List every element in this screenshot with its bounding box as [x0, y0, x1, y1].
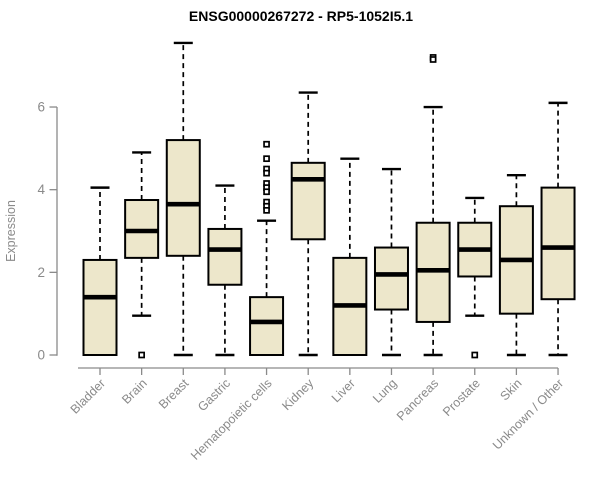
box-bladder	[82, 186, 118, 357]
y-axis: 0 2 4 6 Expression	[4, 100, 58, 363]
box-breast	[165, 41, 201, 357]
x-label-hematopoietic-cells: Hematopoietic cells	[188, 376, 275, 463]
iqr-box	[540, 186, 576, 301]
x-label-kidney: Kidney	[279, 376, 316, 413]
box-skin	[498, 174, 534, 357]
x-label-pancreas: Pancreas	[394, 376, 441, 423]
x-label-skin: Skin	[497, 376, 524, 403]
x-label-prostate: Prostate	[440, 376, 483, 419]
box-brain	[124, 151, 160, 359]
box-prostate	[457, 196, 493, 359]
x-label-breast: Breast	[156, 376, 192, 412]
box-liver	[332, 157, 368, 357]
x-label-bladder: Bladder	[68, 376, 108, 416]
box-gastric	[207, 184, 243, 357]
box-unknown-other	[540, 101, 576, 357]
outlier-point	[263, 155, 270, 163]
outlier-point	[138, 351, 145, 359]
outlier-point	[263, 140, 270, 148]
box-hematopoietic-cells	[249, 140, 285, 356]
box-pancreas	[415, 54, 451, 357]
iqr-box	[290, 161, 326, 241]
outlier-point	[263, 188, 270, 196]
x-label-brain: Brain	[119, 376, 150, 407]
x-label-gastric: Gastric	[195, 376, 233, 414]
iqr-box	[165, 139, 201, 257]
y-tick-label: 2	[37, 265, 45, 280]
iqr-box	[373, 246, 409, 311]
x-label-unknown-other: Unknown / Other	[490, 376, 566, 452]
chart-title: ENSG00000267272 - RP5-1052I5.1	[189, 8, 413, 24]
y-tick-label: 6	[37, 100, 45, 115]
outlier-point	[429, 56, 437, 63]
y-tick-label: 0	[37, 348, 45, 363]
y-axis-title: Expression	[4, 200, 18, 262]
x-label-liver: Liver	[329, 376, 358, 405]
y-tick-label: 4	[37, 182, 45, 197]
outlier-point	[263, 169, 270, 177]
x-label-lung: Lung	[370, 376, 400, 406]
box-kidney	[290, 91, 326, 357]
box-lung	[373, 167, 409, 357]
outlier-point	[471, 351, 479, 359]
outlier-point	[263, 206, 270, 214]
iqr-box	[82, 258, 118, 357]
iqr-box	[207, 227, 243, 286]
iqr-box	[249, 296, 285, 356]
